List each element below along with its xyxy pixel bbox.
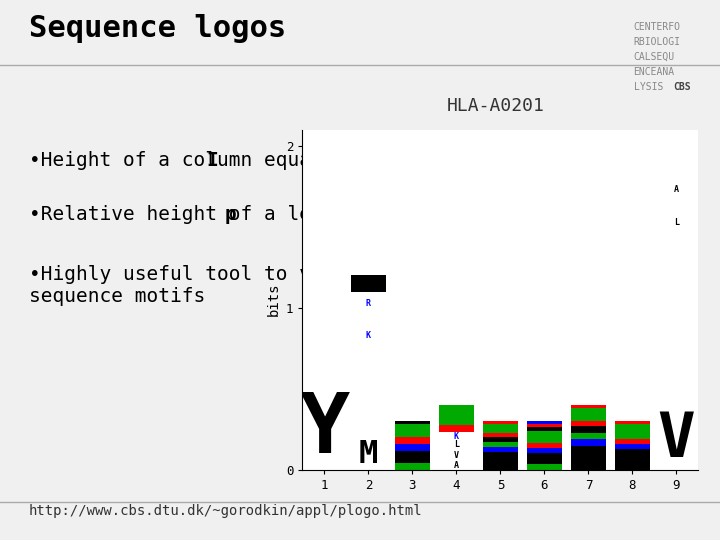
Bar	[395, 463, 430, 470]
Bar	[615, 444, 650, 449]
Text: I: I	[207, 151, 218, 170]
Text: http://www.cbs.dtu.dk/~gorodkin/appl/plogo.html: http://www.cbs.dtu.dk/~gorodkin/appl/plo…	[29, 504, 423, 518]
Bar	[395, 426, 430, 429]
Bar	[527, 448, 562, 453]
Bar	[527, 431, 562, 435]
Bar	[483, 451, 518, 458]
Bar	[615, 426, 650, 430]
Text: V: V	[657, 410, 696, 470]
Text: A: A	[674, 185, 679, 194]
Text: R: R	[366, 299, 371, 308]
Bar	[483, 442, 518, 447]
Bar	[527, 424, 562, 427]
Bar	[527, 439, 562, 443]
Bar	[395, 444, 430, 450]
Text: p: p	[225, 205, 236, 224]
Y-axis label: bits: bits	[266, 283, 280, 316]
Text: CBS: CBS	[673, 82, 690, 92]
Bar	[438, 405, 474, 408]
Bar	[571, 411, 606, 416]
Text: ENCEANA: ENCEANA	[634, 67, 675, 77]
Bar	[571, 426, 606, 433]
Bar	[615, 424, 650, 426]
Bar	[615, 421, 650, 424]
Bar	[483, 437, 518, 442]
Text: HLA-A0201: HLA-A0201	[446, 97, 544, 115]
Bar	[395, 450, 430, 457]
Bar	[483, 426, 518, 430]
Bar	[395, 424, 430, 426]
Bar	[483, 464, 518, 470]
Text: RBIOLOGI: RBIOLOGI	[634, 37, 680, 47]
Bar	[615, 439, 650, 444]
Text: •Highly useful tool to visualize
sequence motifs: •Highly useful tool to visualize sequenc…	[29, 265, 405, 306]
Bar	[571, 433, 606, 439]
Bar	[483, 457, 518, 464]
Text: •Relative height of a letter is: •Relative height of a letter is	[29, 205, 405, 224]
Bar	[571, 408, 606, 411]
Text: A: A	[454, 461, 459, 470]
Bar	[527, 427, 562, 431]
Bar	[571, 421, 606, 426]
Bar	[438, 426, 474, 433]
Bar	[571, 454, 606, 462]
Bar	[483, 433, 518, 437]
Bar	[483, 447, 518, 451]
Bar	[615, 430, 650, 434]
Bar	[438, 408, 474, 414]
Bar	[438, 414, 474, 418]
Bar	[527, 464, 562, 470]
Bar	[527, 421, 562, 424]
Bar	[571, 416, 606, 421]
Bar	[615, 434, 650, 439]
Text: •Height of a column equal to: •Height of a column equal to	[29, 151, 369, 170]
Text: Y: Y	[300, 389, 349, 470]
Text: LYSIS: LYSIS	[634, 82, 669, 92]
Text: High information
positions: High information positions	[518, 162, 678, 201]
Bar	[351, 284, 386, 292]
Bar	[527, 443, 562, 448]
Text: M: M	[359, 439, 378, 470]
Bar	[438, 418, 474, 426]
Text: K: K	[366, 331, 371, 340]
Bar	[571, 439, 606, 446]
Text: L: L	[674, 218, 679, 227]
Bar	[571, 446, 606, 454]
Bar	[395, 457, 430, 463]
Text: K: K	[454, 432, 459, 441]
Bar	[615, 449, 650, 456]
Bar	[527, 453, 562, 458]
Bar	[527, 458, 562, 464]
Bar	[395, 441, 430, 444]
Bar	[483, 421, 518, 423]
Bar	[615, 456, 650, 462]
Bar	[527, 435, 562, 439]
Bar	[395, 429, 430, 433]
Text: Sequence logos: Sequence logos	[29, 14, 286, 43]
Bar	[395, 436, 430, 441]
Bar	[395, 421, 430, 424]
Text: CALSEQU: CALSEQU	[634, 52, 675, 62]
Bar	[395, 433, 430, 436]
Text: V: V	[454, 450, 459, 460]
Text: L: L	[454, 440, 459, 449]
Bar	[351, 275, 386, 284]
Bar	[571, 462, 606, 470]
Text: CENTERFO: CENTERFO	[634, 22, 680, 32]
Bar	[483, 423, 518, 426]
Bar	[483, 430, 518, 433]
Bar	[571, 405, 606, 408]
Bar	[615, 462, 650, 470]
